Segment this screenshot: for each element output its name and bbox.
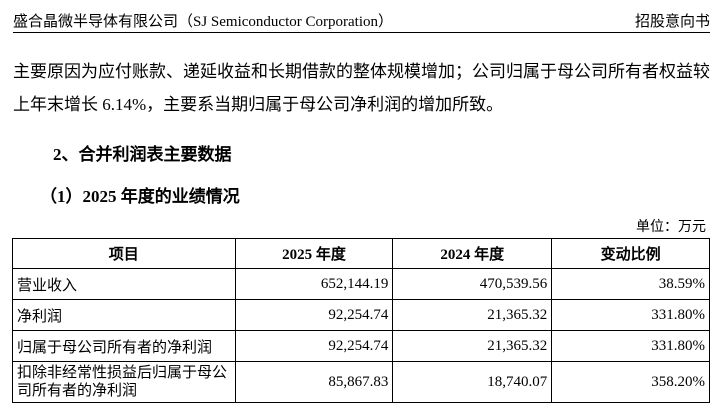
table-row: 扣除非经常性损益后归属于母公司所有者的净利润 85,867.83 18,740.07… <box>12 361 710 403</box>
paragraph: 主要原因为应付账款、递延收益和长期借款的整体规模增加；公司归属于母公司所有者权益… <box>13 62 710 114</box>
cell-value: 358.20% <box>551 361 710 403</box>
row-label: 净利润 <box>12 299 236 331</box>
table-row: 营业收入 652,144.19 470,539.56 38.59% <box>12 268 710 300</box>
column-header: 项目 <box>12 238 236 269</box>
column-header: 变动比例 <box>551 238 710 269</box>
cell-value: 85,867.83 <box>234 361 394 403</box>
cell-value: 92,254.74 <box>234 330 394 362</box>
table-row: 净利润 92,254.74 21,365.32 331.80% <box>12 299 710 331</box>
table-body: 营业收入 652,144.19 470,539.56 38.59% 净利润 92,254.… <box>12 268 710 403</box>
row-label: 营业收入 <box>12 268 236 300</box>
company-name: 盛合晶微半导体有限公司（SJ Semiconductor Corporation… <box>13 14 393 30</box>
cell-value: 652,144.19 <box>234 268 394 300</box>
results-table: 项目 2025 年度 2024 年度 变动比例 营业收入 652,144.19 470,5… <box>12 238 710 403</box>
cell-value: 21,365.32 <box>392 330 553 362</box>
section-title: 2、合并利润表主要数据 <box>53 145 232 164</box>
cell-value: 470,539.56 <box>392 268 553 300</box>
document-type: 招股意向书 <box>634 14 710 30</box>
cell-value: 331.80% <box>551 299 710 331</box>
cell-value: 38.59% <box>551 268 710 300</box>
unit-note: 单位：万元 <box>636 220 706 235</box>
column-header: 2024 年度 <box>392 238 553 269</box>
header-row: 项目 2025 年度 2024 年度 变动比例 <box>12 238 710 269</box>
cell-value: 18,740.07 <box>392 361 553 403</box>
subsection-title: （1）2025 年度的业绩情况 <box>40 187 240 206</box>
table-row: 归属于母公司所有者的净利润 92,254.74 21,365.32 331.80% <box>12 330 710 362</box>
row-label: 扣除非经常性损益后归属于母公司所有者的净利润 <box>12 361 236 403</box>
column-header: 2025 年度 <box>234 238 394 269</box>
page-header: 盛合晶微半导体有限公司（SJ Semiconductor Corporation… <box>13 8 710 33</box>
cell-value: 92,254.74 <box>234 299 394 331</box>
row-label: 归属于母公司所有者的净利润 <box>12 330 236 362</box>
cell-value: 21,365.32 <box>392 299 553 331</box>
cell-value: 331.80% <box>551 330 710 362</box>
